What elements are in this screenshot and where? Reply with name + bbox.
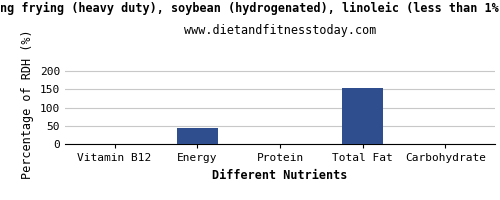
Y-axis label: Percentage of RDH (%): Percentage of RDH (%) <box>22 29 35 179</box>
Bar <box>176 128 218 144</box>
Bar <box>342 88 384 144</box>
Text: www.dietandfitnesstoday.com: www.dietandfitnesstoday.com <box>184 24 376 37</box>
Text: ng frying (heavy duty), soybean (hydrogenated), linoleic (less than 1%): ng frying (heavy duty), soybean (hydroge… <box>0 2 500 15</box>
X-axis label: Different Nutrients: Different Nutrients <box>212 169 348 182</box>
